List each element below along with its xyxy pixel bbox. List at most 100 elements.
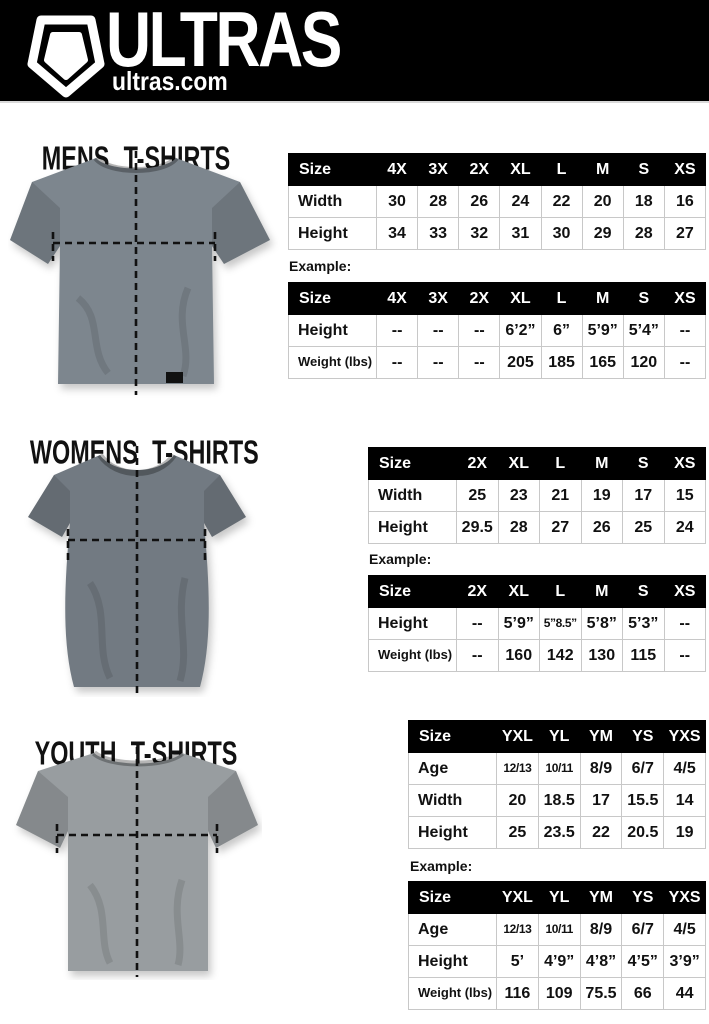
row-label: Age [408, 913, 497, 946]
table-cell: 25 [456, 479, 499, 512]
table-cell: 15.5 [621, 784, 665, 817]
table-cell: 34 [375, 217, 419, 250]
table-cell: 6” [540, 314, 583, 347]
table-cell: 4/5 [663, 913, 706, 946]
table-cell: -- [663, 607, 706, 640]
size-column-header: 2X [458, 153, 501, 186]
table-cell: 4/5 [663, 752, 706, 785]
table-cell: 6’2” [499, 314, 542, 347]
row-label: Height [288, 314, 377, 347]
table-cell: 16 [663, 185, 707, 218]
table-cell: 8/9 [579, 913, 623, 946]
table-cell: -- [663, 639, 706, 672]
youth-size-table: Size YXL YL YM YS YXS Age 12/13 10/11 8/9 6/7 4/5 Wi… [408, 720, 706, 849]
table-cell: -- [417, 314, 460, 347]
table-row: Height 29.5 28 27 26 25 24 [368, 511, 706, 544]
table-cell: 142 [539, 639, 582, 672]
table-cell: 5’3” [622, 607, 665, 640]
table-cell: -- [458, 346, 501, 379]
table-row: Height 25 23.5 22 20.5 19 [408, 816, 706, 849]
size-column-header: XL [497, 447, 540, 480]
womens-example-table: Size 2X XL L M S XS Height -- 5’9” 5”8.5” 5’8” 5’3” -… [368, 575, 706, 672]
table-cell: 120 [622, 346, 665, 379]
table-cell: 31 [499, 217, 542, 250]
section-title-womens: WOMENS T-SHIRTS [29, 434, 259, 472]
size-column-header: L [540, 153, 583, 186]
table-cell: 18 [622, 185, 665, 218]
row-label: Height [408, 945, 497, 978]
table-cell: -- [375, 346, 419, 379]
table-cell: 12/13 [496, 913, 539, 946]
table-corner-header: Size [368, 575, 457, 608]
table-cell: 109 [537, 977, 581, 1010]
table-corner-header: Size [288, 153, 377, 186]
size-column-header: YL [537, 720, 581, 753]
table-cell: 185 [540, 346, 583, 379]
table-cell: 5’4” [622, 314, 665, 347]
example-label: Example: [369, 551, 432, 567]
table-cell: 17 [622, 479, 665, 512]
table-row: Width 30 28 26 24 22 20 18 16 [288, 185, 707, 218]
table-corner-header: Size [408, 720, 497, 753]
size-column-header: YXL [496, 720, 539, 753]
table-cell: 5’9” [581, 314, 624, 347]
row-label: Width [288, 185, 377, 218]
table-cell: 6/7 [621, 913, 665, 946]
table-cell: 27 [539, 511, 582, 544]
table-cell: 20 [581, 185, 624, 218]
table-cell: 115 [622, 639, 665, 672]
table-row: Weight (lbs) -- -- -- 205 185 165 120 -- [288, 346, 707, 379]
table-row: Height 34 33 32 31 30 29 28 27 [288, 217, 707, 250]
size-column-header: 4X [375, 153, 419, 186]
table-cell: 29.5 [456, 511, 499, 544]
size-column-header: YM [579, 720, 623, 753]
table-corner-header: Size [288, 282, 377, 315]
row-label: Weight (lbs) [368, 639, 457, 672]
youth-shirt-body [16, 753, 258, 971]
table-cell: 20 [496, 784, 539, 817]
table-cell: 6/7 [621, 752, 665, 785]
example-label: Example: [410, 858, 473, 874]
table-row: Height 5’ 4’9” 4’8” 4’5” 3’9” [408, 945, 706, 978]
hem-tag [166, 372, 183, 383]
size-column-header: YL [537, 881, 581, 914]
size-column-header: L [539, 575, 582, 608]
table-cell: 4’8” [579, 945, 623, 978]
row-label: Weight (lbs) [408, 977, 497, 1010]
table-cell: 66 [621, 977, 665, 1010]
size-column-header: M [581, 282, 624, 315]
table-cell: 17 [579, 784, 623, 817]
table-cell: 44 [663, 977, 706, 1010]
size-column-header: L [539, 447, 582, 480]
row-label: Width [368, 479, 457, 512]
size-column-header: YXL [496, 881, 539, 914]
table-cell: 5’ [496, 945, 539, 978]
size-column-header: XL [499, 282, 542, 315]
size-column-header: S [622, 282, 665, 315]
size-column-header: XS [663, 447, 706, 480]
size-column-header: XS [663, 282, 707, 315]
table-cell: 27 [663, 217, 707, 250]
row-label: Height [288, 217, 377, 250]
table-cell: 23 [497, 479, 540, 512]
size-column-header: YXS [663, 881, 706, 914]
table-row: Height -- -- -- 6’2” 6” 5’9” 5’4” -- [288, 314, 707, 347]
mens-size-table: Size 4X 3X 2X XL L M S XS Width 30 28 26 24 22 20 18 16 He… [288, 153, 707, 250]
table-header-row: Size 4X 3X 2X XL L M S XS [288, 153, 707, 186]
table-cell: 25 [496, 816, 539, 849]
row-label: Weight (lbs) [288, 346, 377, 379]
table-cell: 28 [497, 511, 540, 544]
table-header-row: Size 4X 3X 2X XL L M S XS [288, 282, 707, 315]
womens-size-table: Size 2X XL L M S XS Width 25 23 21 19 17 15 Height 29.5… [368, 447, 706, 544]
example-label: Example: [289, 258, 352, 274]
table-cell: -- [458, 314, 501, 347]
table-cell: 26 [580, 511, 623, 544]
size-column-header: XL [499, 153, 542, 186]
table-header-row: Size YXL YL YM YS YXS [408, 720, 706, 753]
table-cell: 5’9” [497, 607, 540, 640]
size-column-header: YS [621, 881, 665, 914]
table-cell: 25 [622, 511, 665, 544]
table-row: Weight (lbs) 116 109 75.5 66 44 [408, 977, 706, 1010]
table-cell: 30 [540, 217, 583, 250]
table-cell: -- [417, 346, 460, 379]
